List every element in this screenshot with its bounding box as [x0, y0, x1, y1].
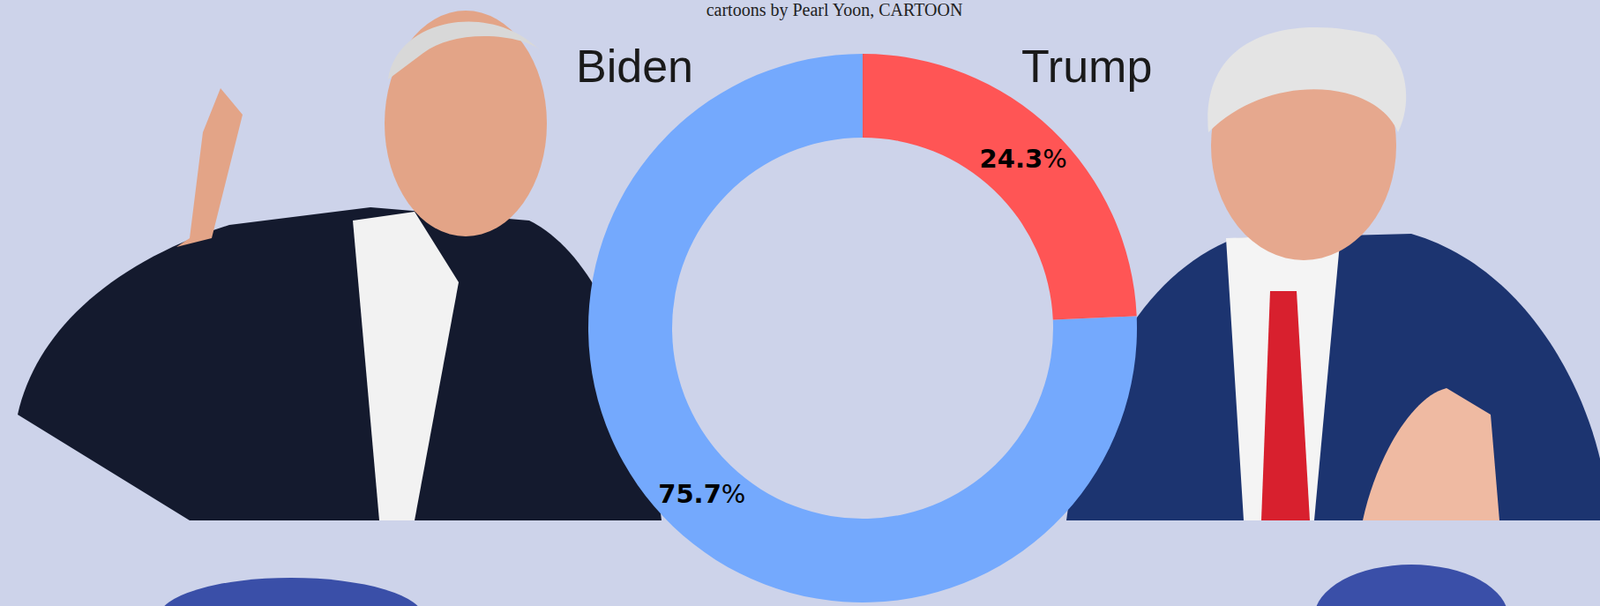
left-emblem: [158, 577, 424, 606]
credit: cartoons by Pearl Yoon, CARTOON: [706, 0, 964, 21]
data-label: 75.7%: [657, 478, 746, 509]
chart: cartoons by Pearl Yoon, CARTOON 75.7% 24.3…: [0, 0, 1600, 606]
right-figure-tie: [1261, 291, 1310, 521]
right-figure-shirt: [1226, 233, 1341, 521]
right-figure-suit: [1066, 233, 1600, 521]
slice: [588, 53, 1137, 603]
left-figure-hair: [388, 21, 543, 80]
decoration: [17, 10, 1600, 606]
category-label: Trump: [1021, 40, 1152, 92]
left-figure-head: [384, 10, 547, 237]
right-emblem: [1314, 564, 1509, 606]
right-figure-hair: [1207, 27, 1406, 133]
data-label: 24.3%: [979, 143, 1068, 174]
left-figure-suit: [17, 207, 662, 521]
left-figure-hand: [176, 88, 243, 247]
category-label: Biden: [575, 40, 694, 92]
left-figure-shirt: [352, 211, 459, 521]
background: [0, 0, 1600, 606]
right-figure-hand: [1362, 388, 1500, 521]
slice: [862, 53, 1137, 321]
donut: 75.7% 24.3%: [588, 53, 1137, 603]
